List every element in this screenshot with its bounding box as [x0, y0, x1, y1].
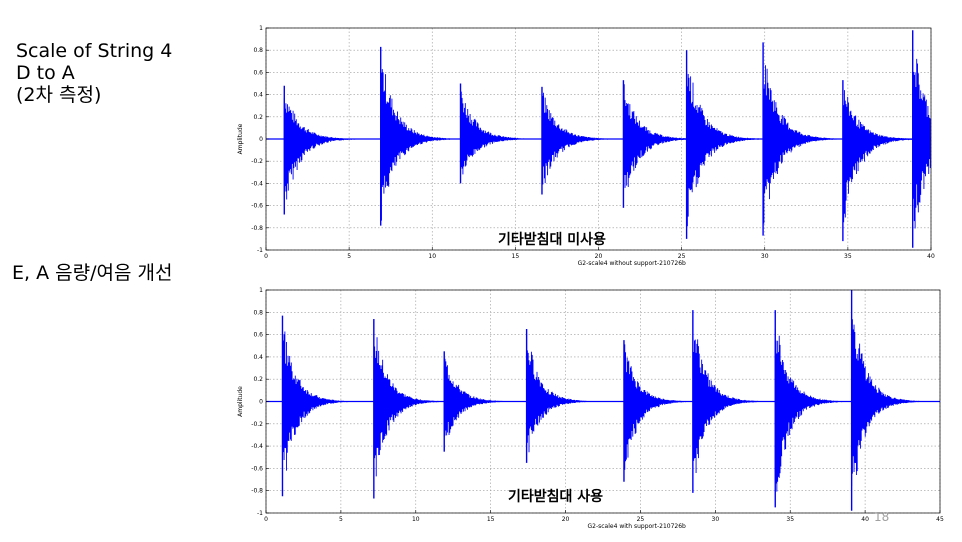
note-waveform: [774, 328, 845, 492]
waveform-chart: 10.80.60.40.20-0.2-0.4-0.6-0.8-10 5 10 15 20…: [237, 25, 935, 267]
y-tick-label: -0.6: [251, 465, 263, 472]
y-axis-label: Amplitude: [237, 386, 244, 417]
y-tick-label: -0.8: [251, 488, 263, 495]
waveform-series: [266, 30, 931, 248]
x-tick-label: 15: [487, 516, 495, 523]
note-waveform: [373, 320, 444, 480]
x-tick-label: 30: [712, 516, 720, 523]
note-waveform: [692, 319, 763, 473]
x-tick-label: 45: [936, 516, 944, 523]
improvement-note: E, A 음량/여음 개선: [12, 262, 173, 284]
y-tick-label: 0.2: [253, 114, 263, 121]
y-tick-label: -0.8: [251, 225, 263, 232]
x-tick-label: 25: [678, 253, 686, 260]
title-line-3: (2차 측정): [16, 84, 102, 106]
y-tick-label: 0.4: [253, 92, 263, 99]
waveform-plot-with-support: 1 0.8 0.6 0.4 0.2 0 -0.2 -0.4 -0.6 -0.8 -1 0 5 10 15 20…: [232, 287, 944, 532]
note-waveform: [842, 89, 920, 223]
note-waveform: [851, 319, 921, 487]
x-tick-label: 35: [786, 516, 794, 523]
x-tick-label: 40: [927, 253, 935, 260]
note-waveform: [526, 334, 596, 453]
y-tick-label: 0: [259, 136, 263, 143]
note-waveform: [762, 43, 840, 230]
x-tick-label: 35: [844, 253, 852, 260]
title-line-2: D to A: [16, 62, 75, 84]
x-tick-label: 25: [637, 516, 645, 523]
plot-caption: 기타받침대 사용: [508, 488, 603, 505]
page-number: 18: [874, 510, 890, 524]
y-tick-label: 1: [259, 25, 263, 32]
y-tick-label: -0.4: [251, 180, 263, 187]
note-waveform: [686, 70, 764, 227]
y-tick-label: -0.2: [251, 158, 263, 165]
y-tick-label: 0.4: [253, 354, 263, 361]
y-tick-label: 0.8: [253, 47, 263, 54]
y-axis-label: Amplitude: [237, 123, 244, 154]
note-waveform: [623, 344, 694, 470]
y-tick-label: -1: [257, 510, 263, 517]
y-tick-label: -0.4: [251, 443, 263, 450]
title-line-1: Scale of String 4: [16, 40, 173, 62]
x-tick-label: 20: [595, 253, 603, 260]
y-tick-label: -0.2: [251, 421, 263, 428]
y-tick-label: 1: [259, 287, 263, 294]
note-waveform: [460, 91, 537, 175]
x-tick-label: 15: [512, 253, 520, 260]
y-tick-label: 0: [259, 399, 263, 406]
y-tick-label: 0.6: [253, 69, 263, 76]
note-waveform: [912, 58, 931, 229]
x-tick-label: 30: [761, 253, 769, 260]
note-waveform: [541, 92, 619, 192]
x-axis-label: G2-scale4 with support-210726b: [588, 523, 687, 530]
x-tick-label: 5: [347, 253, 351, 260]
y-tick-label: 0.8: [253, 309, 263, 316]
grid-lines: [265, 27, 932, 251]
y-tick-label: -0.6: [251, 203, 263, 210]
plot-caption: 기타받침대 미사용: [498, 231, 606, 248]
slide-title: Scale of String 4 D to A (2차 측정): [16, 40, 172, 106]
x-tick-label: 0: [264, 253, 268, 260]
note-waveform: [282, 331, 352, 472]
x-tick-label: 0: [264, 516, 268, 523]
x-tick-label: 10: [428, 253, 436, 260]
waveform-chart: 10.80.60.40.20-0.2-0.4-0.6-0.8-10 5 10 15 20…: [237, 287, 944, 530]
y-tick-label: -1: [257, 247, 263, 254]
x-axis-label: G2-scale4 without support-210726b: [578, 260, 686, 267]
note-waveform: [443, 358, 514, 438]
x-tick-label: 5: [339, 516, 343, 523]
x-tick-label: 20: [562, 516, 570, 523]
x-tick-label: 40: [861, 516, 869, 523]
y-tick-label: 0.6: [253, 332, 263, 339]
note-waveform: [380, 69, 458, 221]
x-tick-label: 10: [412, 516, 420, 523]
waveform-series: [266, 290, 940, 511]
y-tick-label: 0.2: [253, 376, 263, 383]
waveform-plot-without-support: 1 0.8 0.6 0.4 0.2 0 -0.2 -0.4 -0.6 -0.8 -1 0 5 10 15 20…: [232, 22, 944, 272]
